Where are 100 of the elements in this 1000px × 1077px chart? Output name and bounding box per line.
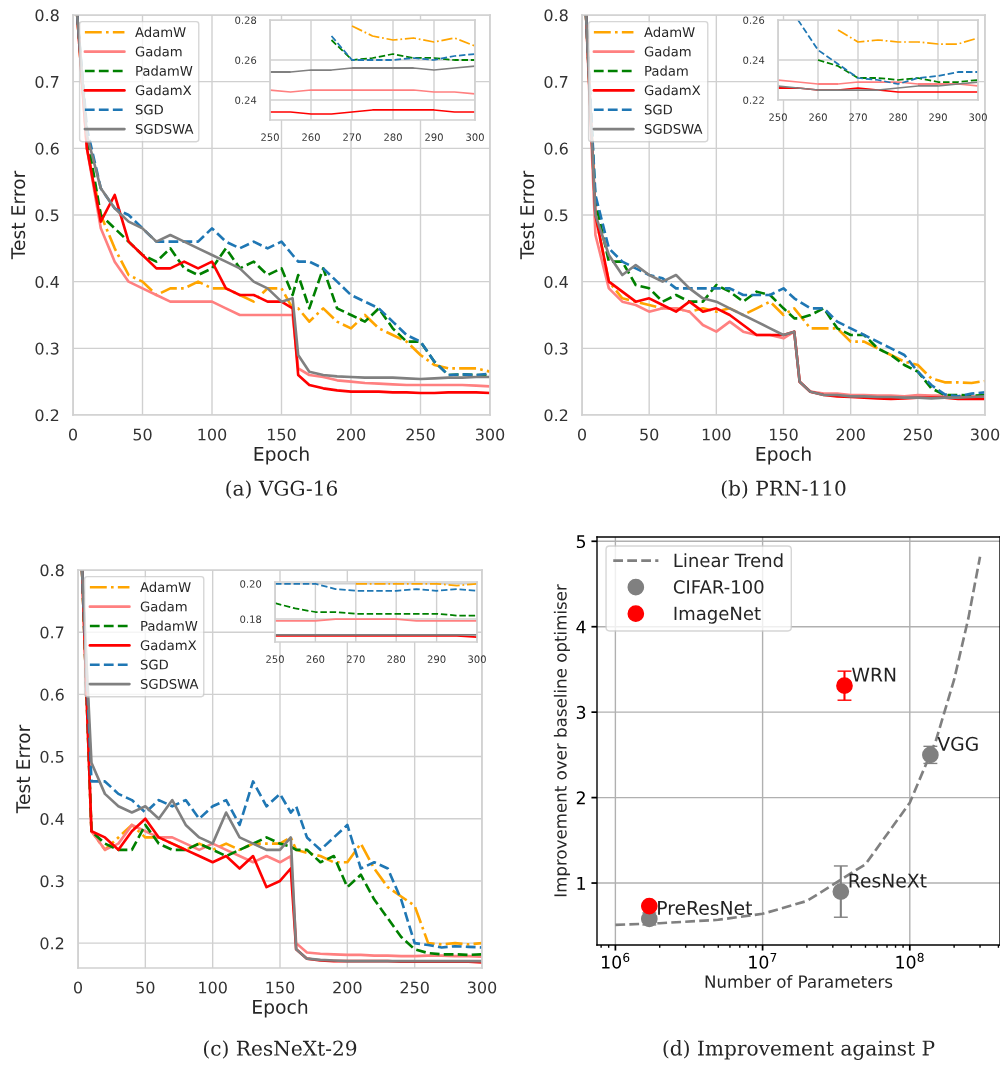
legend-label: PadamW	[141, 620, 198, 631]
x-tick-label: 150	[268, 428, 296, 441]
legend-label: Gadam	[135, 46, 182, 57]
legend-label: SGDSWA	[140, 678, 199, 689]
legend-label: SGDSWA	[644, 123, 703, 134]
x-tick-label: 250	[266, 655, 284, 663]
x-axis-title: Epoch	[254, 446, 309, 465]
x-tick-label: 200	[336, 428, 366, 441]
x-tick-label: 50	[136, 981, 155, 994]
x-tick-label: 0	[73, 981, 83, 994]
y-tick-label: 0.2	[544, 409, 568, 422]
text: (b) PRN-110	[721, 480, 846, 499]
y-tick-label: 0.7	[544, 75, 568, 88]
annotation: ResNeXt	[849, 873, 927, 888]
y-tick-label: 0.3	[35, 342, 59, 355]
legend-label: Padam	[645, 65, 688, 76]
x-axis-title: Epoch	[756, 446, 811, 465]
y-tick-label: 2	[576, 791, 585, 805]
legend-label: CIFAR-100	[673, 580, 764, 594]
x-tick-label: 50	[133, 428, 152, 441]
x-tick-label: 250	[769, 113, 787, 121]
x-tick-label: 0	[577, 428, 587, 441]
y-tick-label: 0.8	[40, 564, 64, 577]
legend-label: ImageNet	[674, 606, 761, 624]
x-tick-label: 10$^{6}$	[602, 952, 630, 969]
x-tick-label: 50	[640, 428, 659, 441]
x-axis-title: Epoch	[253, 999, 308, 1018]
y-tick-label: 0.18	[240, 615, 262, 623]
y-tick-label: 5	[576, 535, 586, 549]
legend-label: SGDSWA	[135, 123, 194, 134]
y-tick-label: 0.5	[544, 209, 568, 222]
text: (c) ResNeXt-29	[203, 1040, 357, 1059]
x-tick-label: 100	[702, 428, 731, 441]
x-tick-label: 270	[343, 133, 361, 141]
annotation: PreResNet	[658, 901, 753, 916]
y-tick-label: 3	[576, 705, 586, 720]
x-tick-label: 270	[849, 113, 867, 121]
y-tick-label: 0.8	[544, 9, 568, 22]
x-tick-label: 290	[929, 113, 947, 121]
x-tick-label: 300	[467, 981, 497, 994]
y-tick-label: 0.5	[35, 209, 59, 222]
y-tick-label: 0.2	[35, 409, 59, 422]
legend-label: SGD	[135, 104, 163, 115]
legend-label: SGD	[140, 659, 168, 670]
y-axis-title: Test Error	[16, 724, 31, 814]
x-tick-label: 250	[903, 428, 933, 441]
y-axis-title: Test Error	[520, 170, 535, 260]
y-tick-label: 0.4	[35, 275, 59, 288]
x-tick-label: 0	[68, 428, 78, 441]
y-tick-label: 0.26	[743, 16, 765, 24]
y-axis-title: Improvement over baseline optimiser	[553, 584, 570, 897]
x-tick-label: 200	[333, 981, 362, 994]
y-tick-label: 0.24	[743, 56, 765, 64]
x-tick-label: 280	[889, 113, 907, 121]
x-tick-label: 250	[400, 981, 429, 994]
x-tick-label: 290	[427, 655, 446, 663]
y-tick-label: 0.5	[40, 750, 64, 763]
x-tick-label: 270	[346, 655, 365, 663]
x-tick-label: 10$^{8}$	[896, 952, 924, 969]
annotation: VGG	[937, 736, 978, 751]
x-tick-label: 10$^{7}$	[749, 952, 777, 969]
y-tick-label: 0.4	[40, 812, 64, 826]
y-tick-label: 0.6	[35, 142, 59, 155]
y-tick-label: 0.7	[40, 626, 64, 639]
x-tick-label: 100	[198, 428, 227, 441]
x-tick-label: 100	[199, 981, 227, 994]
y-tick-label: 0.3	[544, 342, 568, 355]
y-tick-label: 0.28	[235, 16, 257, 24]
x-tick-label: 300	[475, 428, 505, 441]
x-tick-label: 280	[384, 133, 402, 141]
y-tick-label: 0.4	[544, 275, 568, 288]
y-tick-label: 0.2	[40, 937, 64, 950]
annotation: WRN	[852, 667, 896, 682]
y-tick-label: 0.24	[235, 96, 257, 104]
x-tick-label: 300	[466, 133, 484, 141]
text: (a) VGG-16	[226, 480, 338, 499]
y-tick-label: 0.6	[544, 142, 568, 155]
legend-label: SGD	[644, 104, 672, 115]
x-axis-title: Number of Parameters	[705, 975, 893, 988]
y-tick-label: 0.22	[743, 96, 764, 104]
y-tick-label: 0.3	[40, 875, 64, 888]
legend-label: Gadam	[644, 46, 691, 57]
legend-label: AdamW	[135, 26, 186, 38]
x-tick-label: 260	[809, 113, 827, 121]
x-tick-label: 250	[406, 428, 435, 441]
legend-label: GadamX	[140, 639, 197, 651]
x-tick-label: 200	[836, 428, 865, 441]
y-tick-label: 0.6	[40, 688, 64, 701]
x-tick-label: 260	[302, 133, 320, 141]
legend-label: Gadam	[140, 601, 187, 612]
x-tick-label: 150	[770, 428, 798, 441]
x-tick-label: 290	[425, 133, 443, 141]
text: (d) Improvement against P	[663, 1040, 935, 1060]
y-tick-label: 0.8	[35, 9, 59, 22]
x-tick-label: 300	[970, 428, 1000, 441]
y-tick-label: 0.7	[35, 75, 59, 88]
x-tick-label: 150	[266, 981, 295, 994]
legend-label: PadamW	[136, 65, 193, 76]
legend-label: AdamW	[644, 26, 695, 38]
y-tick-label: 1	[577, 876, 585, 890]
